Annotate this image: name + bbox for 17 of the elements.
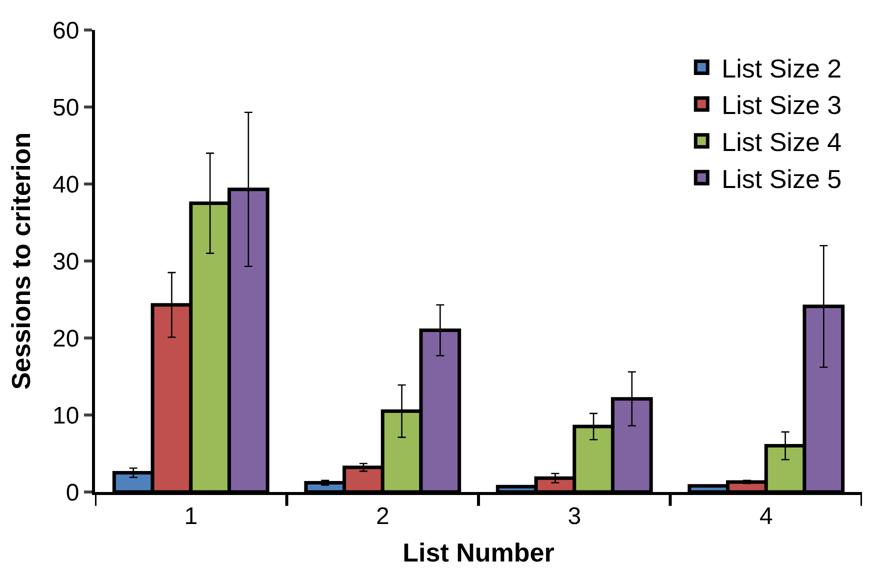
- x-tick-label: 4: [759, 502, 773, 530]
- y-tick-label: 20: [52, 325, 80, 352]
- legend-label: List Size 5: [722, 164, 842, 194]
- x-tick-label: 3: [568, 502, 582, 530]
- x-tick-label: 1: [184, 502, 198, 530]
- x-axis-title: List Number: [402, 538, 554, 568]
- legend-label: List Size 4: [722, 127, 842, 157]
- y-tick-label: 10: [52, 402, 80, 430]
- y-tick-label: 40: [52, 171, 80, 198]
- legend-label: List Size 2: [722, 53, 842, 84]
- legend-label: List Size 3: [722, 90, 842, 120]
- x-tick-label: 2: [376, 502, 390, 530]
- y-tick-label: 60: [52, 17, 80, 44]
- y-axis-title: Sessions to criterion: [6, 132, 36, 390]
- y-tick-label: 0: [66, 479, 80, 506]
- y-tick-label: 30: [52, 248, 80, 276]
- y-tick-label: 50: [52, 94, 80, 122]
